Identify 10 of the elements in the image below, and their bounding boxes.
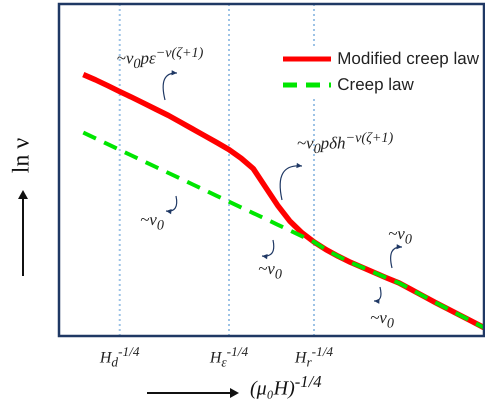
annotation: ~v$_{0}$ xyxy=(369,308,395,332)
annotation: ~v$_{0}$ xyxy=(139,210,165,234)
legend-label: Modified creep law xyxy=(337,49,479,69)
legend-label: Creep law xyxy=(337,75,414,95)
annotation: ~v$_{0}$ xyxy=(257,259,283,284)
y-axis-title: ln ν xyxy=(8,137,36,173)
annotation: ~v$_{0}$pδh$^{−ν(ζ+1)}$ xyxy=(296,130,394,158)
annotation: ~v$_{0}$ xyxy=(387,224,413,248)
x-axis-title: (μ₀H)$^{-1/4}$ xyxy=(250,372,322,401)
text: ~v$_{0}$pε$^{−ν(ζ+1)}$ xyxy=(116,45,204,74)
